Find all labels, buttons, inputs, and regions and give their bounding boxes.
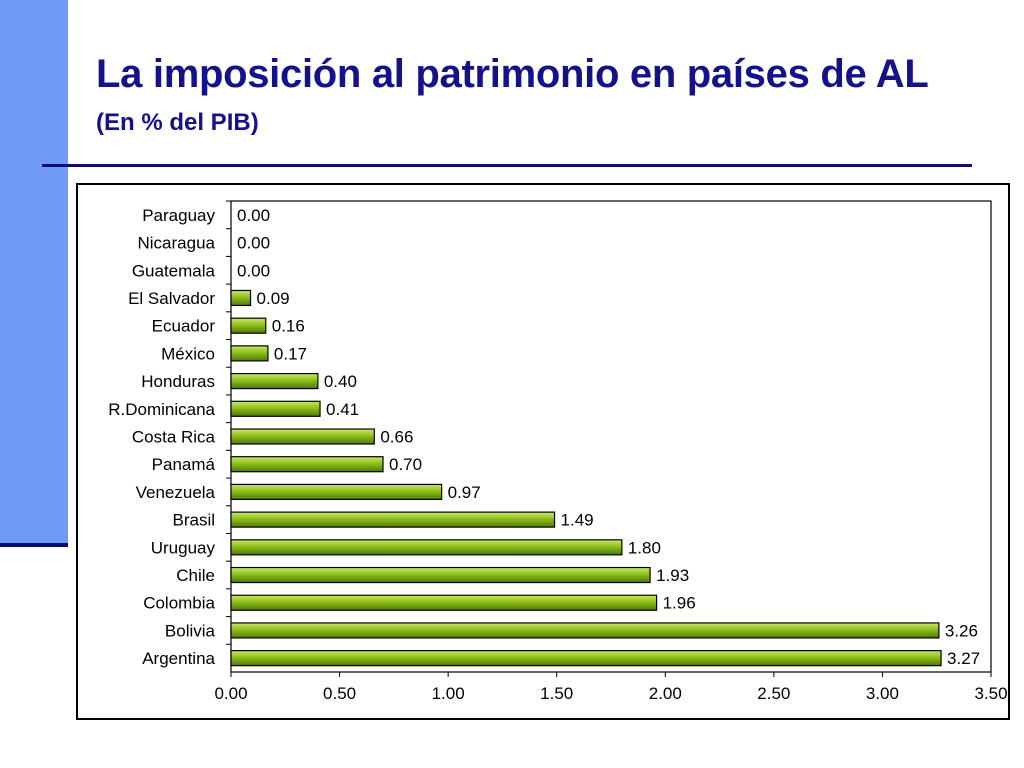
- value-label: 0.70: [389, 455, 422, 474]
- slide-title: La imposición al patrimonio en países de…: [96, 52, 929, 96]
- bar: [230, 566, 651, 584]
- value-label: 0.40: [324, 372, 357, 391]
- bar: [230, 317, 267, 334]
- value-label: 0.97: [448, 483, 481, 502]
- bar: [230, 594, 658, 611]
- bar: [230, 289, 252, 307]
- value-label: 1.93: [656, 566, 689, 585]
- category-label: El Salvador: [128, 289, 215, 308]
- bar: [230, 539, 623, 556]
- bar: [230, 456, 384, 473]
- x-tick-label: 3.00: [866, 684, 899, 703]
- category-label: Chile: [176, 566, 215, 585]
- x-tick-label: 3.50: [974, 684, 1007, 703]
- x-tick-label: 1.50: [540, 684, 573, 703]
- category-label: Brasil: [172, 511, 215, 530]
- category-label: Honduras: [141, 372, 215, 391]
- chart-frame: 0.00 0.50 1.00 1.50 2.00 2.50 3.00 3.50 Paraguay…: [76, 183, 1010, 720]
- value-label: 1.80: [628, 538, 661, 557]
- category-label: México: [161, 344, 215, 363]
- value-label: 0.00: [237, 261, 270, 280]
- category-label: Guatemala: [132, 261, 216, 280]
- x-tick-label: 1.00: [432, 684, 465, 703]
- category-label: Colombia: [143, 594, 215, 613]
- slide-subtitle: (En % del PIB): [96, 109, 259, 136]
- category-label: R.Dominicana: [108, 400, 215, 419]
- category-label: Ecuador: [152, 317, 216, 336]
- category-label: Argentina: [142, 649, 215, 668]
- bar: [230, 511, 556, 528]
- value-label: 0.17: [274, 344, 307, 363]
- value-label: 1.49: [561, 511, 594, 530]
- value-label: 0.41: [326, 400, 359, 419]
- value-label: 1.96: [663, 594, 696, 613]
- bar-chart: 0.00 0.50 1.00 1.50 2.00 2.50 3.00 3.50 Paraguay…: [108, 200, 1008, 703]
- x-tick-label: 2.50: [757, 684, 790, 703]
- bar: [230, 372, 319, 390]
- x-tick-label: 2.00: [649, 684, 682, 703]
- value-label: 0.09: [257, 289, 290, 308]
- bar: [230, 483, 443, 501]
- accent-side-line: [0, 543, 68, 547]
- value-label: 3.27: [947, 649, 980, 668]
- bar: [230, 428, 375, 445]
- bar: [230, 345, 269, 362]
- bar: [230, 400, 321, 417]
- category-label: Venezuela: [136, 483, 216, 502]
- value-label: 0.00: [237, 234, 270, 253]
- bar: [230, 650, 942, 667]
- category-label: Panamá: [152, 455, 216, 474]
- category-label: Bolivia: [165, 621, 216, 640]
- x-tick-label: 0.00: [214, 684, 247, 703]
- value-label: 3.26: [945, 621, 978, 640]
- x-tick-label: 0.50: [323, 684, 356, 703]
- value-label: 0.66: [380, 428, 413, 447]
- accent-side-bar: [0, 0, 68, 545]
- category-label: Nicaragua: [138, 234, 216, 253]
- title-divider: [42, 164, 972, 167]
- bar: [230, 622, 940, 639]
- category-label: Paraguay: [142, 206, 215, 225]
- value-label: 0.16: [272, 317, 305, 336]
- value-label: 0.00: [237, 206, 270, 225]
- category-label: Uruguay: [151, 538, 216, 557]
- category-label: Costa Rica: [132, 428, 216, 447]
